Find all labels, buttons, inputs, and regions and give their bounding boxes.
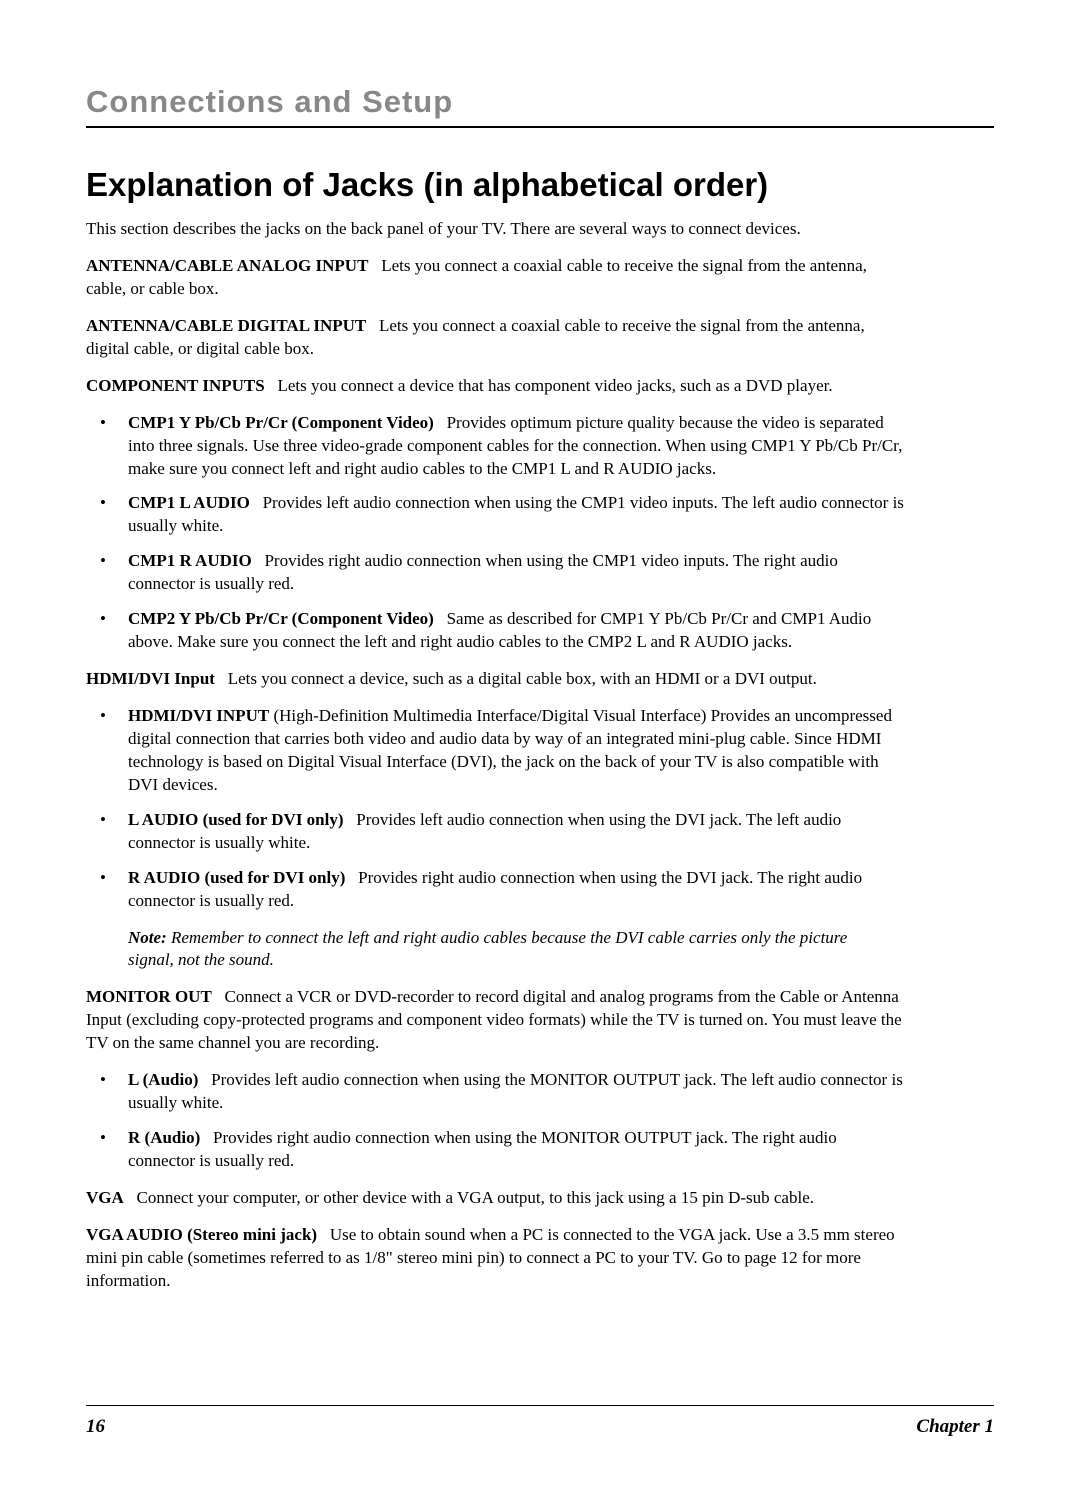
chapter-label: Chapter 1 <box>916 1416 994 1438</box>
list-item: CMP1 Y Pb/Cb Pr/Cr (Component Video) Pro… <box>86 412 906 481</box>
hdmi-note: Note: Remember to connect the left and r… <box>86 927 866 973</box>
vga-term: VGA <box>86 1188 124 1207</box>
item-term: CMP1 R AUDIO <box>128 551 252 570</box>
list-item: R (Audio) Provides right audio connectio… <box>86 1127 906 1173</box>
page-number: 16 <box>86 1416 105 1438</box>
vga-audio-term: VGA AUDIO (Stereo mini jack) <box>86 1225 317 1244</box>
hdmi-desc: Lets you connect a device, such as a dig… <box>228 669 817 688</box>
item-term: CMP2 Y Pb/Cb Pr/Cr (Component Video) <box>128 609 434 628</box>
item-term: L AUDIO (used for DVI only) <box>128 810 344 829</box>
component-desc: Lets you connect a device that has compo… <box>277 376 832 395</box>
vga-audio-para: VGA AUDIO (Stereo mini jack) Use to obta… <box>86 1224 906 1293</box>
item-term: CMP1 Y Pb/Cb Pr/Cr (Component Video) <box>128 413 434 432</box>
page-footer: 16 Chapter 1 <box>86 1405 994 1438</box>
hdmi-term: HDMI/DVI Input <box>86 669 215 688</box>
item-desc: Provides left audio connection when usin… <box>128 1070 903 1112</box>
document-page: Connections and Setup Explanation of Jac… <box>0 0 1080 1367</box>
item-term: CMP1 L AUDIO <box>128 493 250 512</box>
chapter-header: Connections and Setup <box>86 84 994 128</box>
monitor-list: L (Audio) Provides left audio connection… <box>86 1069 906 1173</box>
list-item: L AUDIO (used for DVI only) Provides lef… <box>86 809 906 855</box>
component-para: COMPONENT INPUTS Lets you connect a devi… <box>86 375 906 398</box>
antenna-analog-para: ANTENNA/CABLE ANALOG INPUT Lets you conn… <box>86 255 906 301</box>
item-term: L (Audio) <box>128 1070 198 1089</box>
list-item: L (Audio) Provides left audio connection… <box>86 1069 906 1115</box>
antenna-digital-term: ANTENNA/CABLE DIGITAL INPUT <box>86 316 366 335</box>
item-term: R AUDIO (used for DVI only) <box>128 868 345 887</box>
list-item: CMP1 L AUDIO Provides left audio connect… <box>86 492 906 538</box>
hdmi-para: HDMI/DVI Input Lets you connect a device… <box>86 668 906 691</box>
list-item: CMP1 R AUDIO Provides right audio connec… <box>86 550 906 596</box>
monitor-para: MONITOR OUT Connect a VCR or DVD-recorde… <box>86 986 906 1055</box>
list-item: CMP2 Y Pb/Cb Pr/Cr (Component Video) Sam… <box>86 608 906 654</box>
list-item: HDMI/DVI INPUT (High-Definition Multimed… <box>86 705 906 797</box>
vga-desc: Connect your computer, or other device w… <box>137 1188 814 1207</box>
monitor-term: MONITOR OUT <box>86 987 212 1006</box>
item-term: R (Audio) <box>128 1128 200 1147</box>
antenna-analog-term: ANTENNA/CABLE ANALOG INPUT <box>86 256 368 275</box>
hdmi-list: HDMI/DVI INPUT (High-Definition Multimed… <box>86 705 906 913</box>
component-term: COMPONENT INPUTS <box>86 376 265 395</box>
item-term: HDMI/DVI INPUT <box>128 706 269 725</box>
antenna-digital-para: ANTENNA/CABLE DIGITAL INPUT Lets you con… <box>86 315 906 361</box>
note-label: Note: <box>128 928 167 947</box>
component-list: CMP1 Y Pb/Cb Pr/Cr (Component Video) Pro… <box>86 412 906 654</box>
list-item: R AUDIO (used for DVI only) Provides rig… <box>86 867 906 913</box>
main-heading: Explanation of Jacks (in alphabetical or… <box>86 166 994 204</box>
vga-para: VGA Connect your computer, or other devi… <box>86 1187 906 1210</box>
intro-text: This section describes the jacks on the … <box>86 218 906 241</box>
item-desc: Provides right audio connection when usi… <box>128 1128 837 1170</box>
note-text: Remember to connect the left and right a… <box>128 928 847 970</box>
